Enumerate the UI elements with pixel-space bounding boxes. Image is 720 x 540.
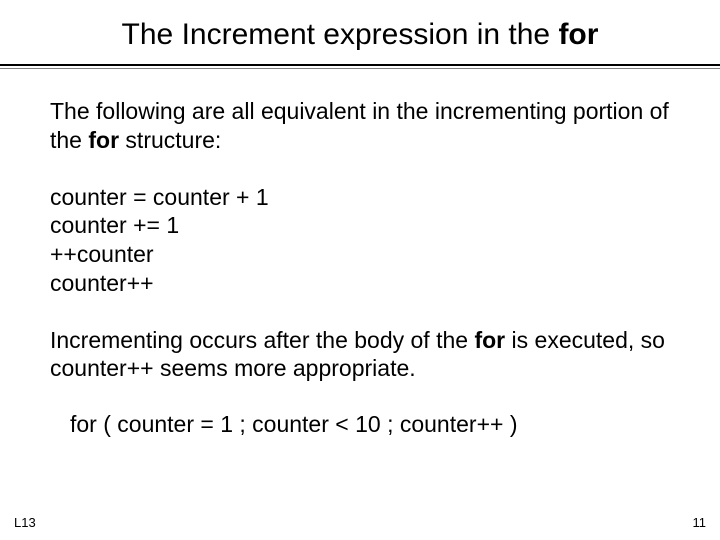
explain-keyword: for: [474, 327, 505, 353]
slide-container: The Increment expression in the for The …: [0, 0, 720, 540]
code-block: counter = counter + 1 counter += 1 ++cou…: [50, 183, 670, 298]
for-example: for ( counter = 1 ; counter < 10 ; count…: [0, 411, 720, 438]
content-area: The following are all equivalent in the …: [0, 97, 720, 383]
code-line: counter = counter + 1: [50, 183, 670, 212]
explain-paragraph: Incrementing occurs after the body of th…: [50, 326, 670, 384]
code-line: ++counter: [50, 240, 670, 269]
code-line: counter += 1: [50, 211, 670, 240]
slide-title: The Increment expression in the for: [0, 0, 720, 64]
footer-right: 11: [693, 515, 707, 530]
title-prefix: The Increment expression in the: [122, 18, 559, 51]
code-line: counter++: [50, 269, 670, 298]
explain-part1: Incrementing occurs after the body of th…: [50, 327, 474, 353]
divider-top: [0, 64, 720, 66]
title-keyword: for: [558, 18, 598, 51]
divider-bottom: [0, 68, 720, 69]
intro-paragraph: The following are all equivalent in the …: [50, 97, 670, 155]
intro-part2: structure:: [119, 127, 221, 153]
footer-left: L13: [14, 515, 36, 530]
intro-keyword: for: [88, 127, 119, 153]
